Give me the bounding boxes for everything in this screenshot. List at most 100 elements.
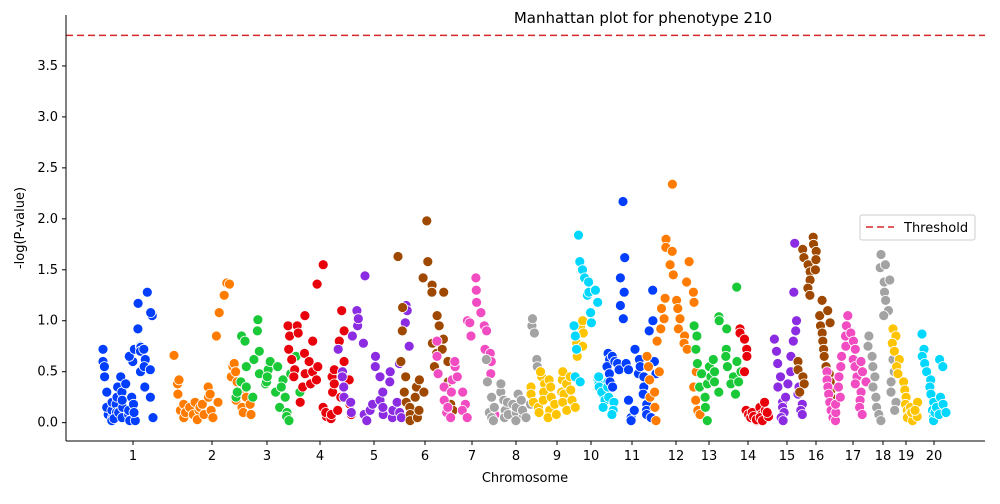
data-point bbox=[357, 337, 369, 349]
data-point bbox=[218, 289, 230, 301]
data-point bbox=[421, 215, 433, 227]
data-point bbox=[833, 371, 845, 383]
data-point bbox=[659, 292, 671, 304]
data-point bbox=[842, 310, 854, 322]
y-tick-label: 1.0 bbox=[37, 314, 58, 329]
data-point bbox=[417, 272, 429, 284]
chart-title: Manhattan plot for phenotype 210 bbox=[514, 9, 772, 27]
data-point bbox=[629, 343, 641, 355]
data-point bbox=[359, 270, 371, 282]
data-point bbox=[317, 259, 329, 271]
x-tick-label: 15 bbox=[779, 449, 796, 464]
data-point bbox=[713, 386, 725, 398]
data-point bbox=[311, 374, 322, 386]
data-point bbox=[520, 412, 532, 424]
data-point bbox=[527, 313, 538, 325]
data-point bbox=[618, 286, 630, 298]
data-point bbox=[465, 330, 477, 342]
data-point bbox=[870, 391, 882, 403]
data-point bbox=[769, 333, 780, 345]
data-point bbox=[731, 356, 743, 367]
x-tick-label: 20 bbox=[926, 449, 943, 464]
y-tick-label: 3.0 bbox=[37, 110, 58, 125]
x-tick-label: 7 bbox=[468, 449, 476, 464]
data-point bbox=[681, 276, 692, 288]
x-tick-label: 18 bbox=[875, 449, 892, 464]
data-point bbox=[885, 386, 897, 398]
x-tick-label: 19 bbox=[898, 449, 915, 464]
data-point bbox=[413, 404, 425, 416]
data-point bbox=[172, 388, 184, 400]
data-point bbox=[696, 368, 707, 380]
data-point bbox=[275, 381, 287, 393]
data-point bbox=[721, 323, 733, 335]
data-point bbox=[312, 361, 324, 373]
data-point bbox=[798, 378, 810, 390]
data-point bbox=[804, 289, 816, 301]
data-point bbox=[794, 386, 806, 398]
data-point bbox=[120, 378, 132, 390]
data-point bbox=[457, 386, 469, 398]
data-point bbox=[615, 272, 626, 284]
data-point bbox=[866, 350, 878, 362]
x-axis-label: Chromosome bbox=[482, 471, 568, 486]
data-point bbox=[545, 381, 557, 393]
data-point bbox=[481, 376, 493, 388]
data-point bbox=[628, 404, 640, 416]
data-point bbox=[264, 356, 276, 367]
data-point bbox=[384, 366, 396, 378]
data-point bbox=[649, 386, 660, 398]
data-point bbox=[132, 297, 144, 309]
y-ticks: 0.0 0.5 1.0 1.5 2.0 2.5 3.0 3.5 bbox=[37, 59, 66, 431]
data-point bbox=[592, 296, 604, 308]
legend-box bbox=[859, 214, 976, 241]
data-point bbox=[338, 381, 350, 393]
data-point bbox=[643, 361, 654, 373]
data-point bbox=[707, 354, 719, 365]
data-point bbox=[480, 354, 492, 365]
data-point bbox=[413, 374, 425, 386]
data-point bbox=[720, 350, 732, 362]
data-point bbox=[875, 415, 887, 427]
data-point bbox=[606, 409, 618, 420]
data-point bbox=[666, 245, 678, 257]
data-point bbox=[442, 401, 454, 413]
x-tick-label: 1 bbox=[129, 449, 137, 464]
data-point bbox=[451, 371, 463, 383]
data-point bbox=[438, 381, 450, 393]
data-point bbox=[884, 274, 896, 286]
data-point bbox=[239, 335, 251, 347]
data-point bbox=[667, 178, 678, 190]
data-point bbox=[568, 320, 580, 332]
data-point bbox=[796, 409, 808, 420]
data-point bbox=[288, 371, 300, 383]
data-point bbox=[880, 294, 891, 306]
data-point bbox=[431, 350, 443, 362]
data-point bbox=[878, 310, 890, 322]
x-tick-label: 6 bbox=[421, 449, 429, 464]
data-point bbox=[204, 388, 216, 400]
data-point bbox=[374, 371, 386, 383]
data-point bbox=[585, 307, 596, 319]
data-point bbox=[101, 386, 113, 398]
data-point bbox=[818, 350, 830, 362]
data-point bbox=[691, 330, 703, 342]
data-point bbox=[173, 374, 185, 386]
data-point bbox=[653, 366, 665, 378]
data-point bbox=[128, 407, 140, 418]
data-point bbox=[731, 281, 743, 293]
data-point bbox=[699, 391, 711, 403]
data-point bbox=[464, 317, 476, 329]
data-point bbox=[664, 259, 676, 271]
data-point bbox=[283, 343, 295, 355]
data-point bbox=[332, 343, 344, 355]
data-point bbox=[207, 412, 219, 424]
legend-threshold-label: Threshold bbox=[903, 221, 968, 236]
data-point bbox=[569, 401, 581, 413]
x-tick-label: 9 bbox=[553, 449, 561, 464]
data-point bbox=[849, 378, 861, 390]
data-point bbox=[683, 256, 695, 268]
data-point bbox=[132, 323, 144, 335]
